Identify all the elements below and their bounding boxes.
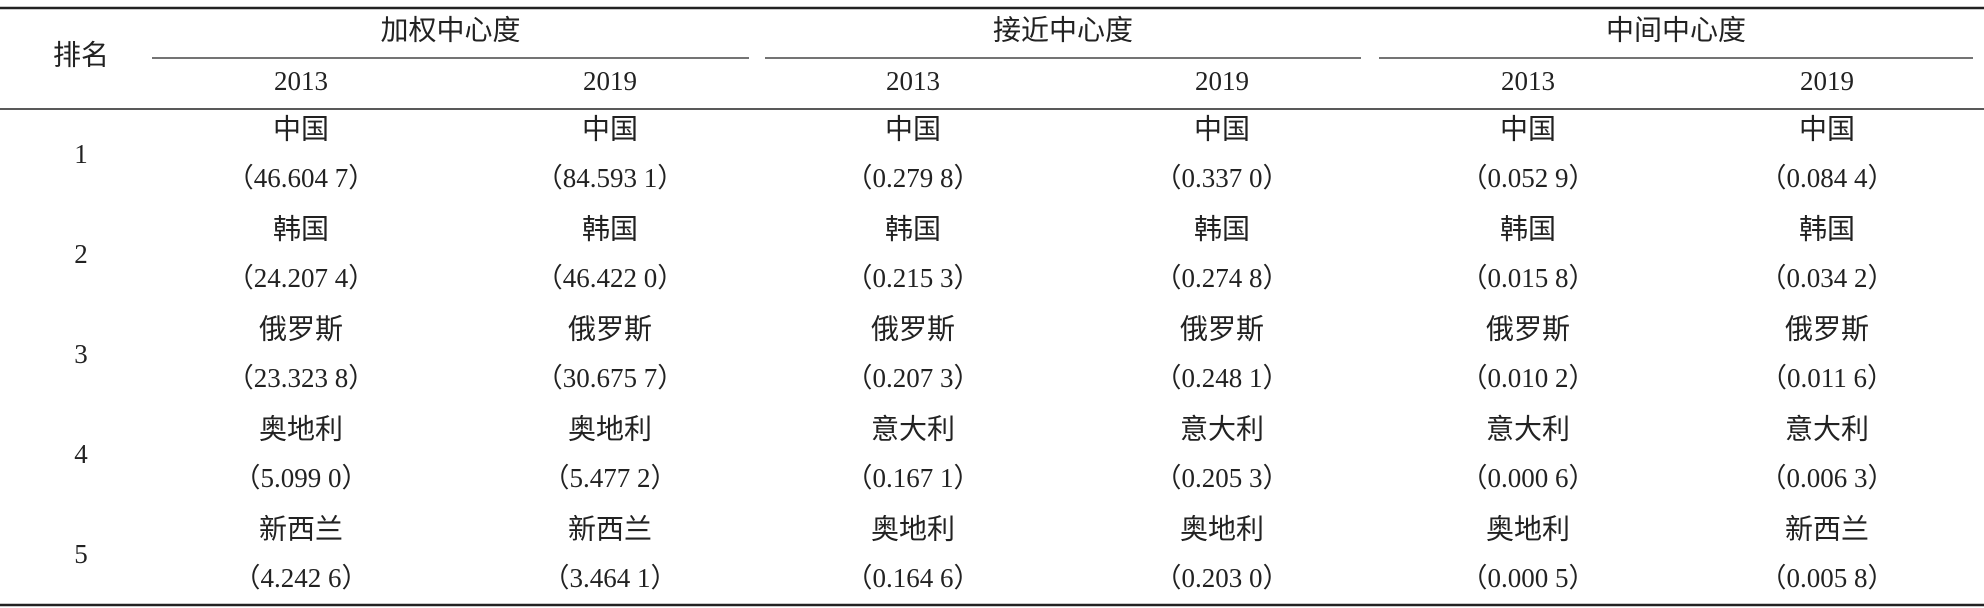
country-name: 中国 [1500, 113, 1556, 145]
country-name: 新西兰 [1785, 513, 1869, 545]
country-name: 中国 [885, 113, 941, 145]
country-name: 意大利 [1180, 413, 1264, 445]
country-name: 俄罗斯 [1785, 313, 1869, 345]
centrality-value: （0.207 3） [846, 363, 981, 393]
country-name: 中国 [1799, 113, 1855, 145]
centrality-value: （0.205 3） [1155, 463, 1290, 493]
country-name: 俄罗斯 [1486, 313, 1570, 345]
centrality-value: （0.279 8） [846, 163, 981, 193]
centrality-value: （30.675 7） [536, 363, 685, 393]
centrality-value: （4.242 6） [234, 563, 369, 593]
centrality-value: （3.464 1） [543, 563, 678, 593]
year-header: 2013 [1501, 66, 1555, 96]
centrality-value: （0.248 1） [1155, 363, 1290, 393]
country-name: 意大利 [1785, 413, 1869, 445]
country-name: 奥地利 [871, 513, 955, 545]
corner-header: 排名 [53, 39, 109, 71]
centrality-value: （0.215 3） [846, 263, 981, 293]
country-name: 韩国 [582, 213, 638, 245]
centrality-value: （0.006 3） [1760, 463, 1895, 493]
rank: 5 [74, 539, 88, 569]
country-name: 韩国 [273, 213, 329, 245]
centrality-value: （0.011 6） [1760, 363, 1894, 393]
country-name: 奥地利 [259, 413, 343, 445]
country-name: 韩国 [885, 213, 941, 245]
centrality-value: （0.010 2） [1461, 363, 1596, 393]
centrality-value: （0.203 0） [1155, 563, 1290, 593]
centrality-value: （5.099 0） [234, 463, 369, 493]
country-name: 意大利 [871, 413, 955, 445]
rank: 3 [74, 339, 88, 369]
group-header: 中间中心度 [1606, 14, 1746, 46]
country-name: 俄罗斯 [871, 313, 955, 345]
centrality-value: （0.164 6） [846, 563, 981, 593]
country-name: 中国 [273, 113, 329, 145]
centrality-value: （0.337 0） [1155, 163, 1290, 193]
year-header: 2019 [583, 66, 637, 96]
country-name: 奥地利 [1180, 513, 1264, 545]
country-name: 俄罗斯 [1180, 313, 1264, 345]
centrality-value: （0.274 8） [1155, 263, 1290, 293]
centrality-value: （0.084 4） [1760, 163, 1895, 193]
year-header: 2019 [1800, 66, 1854, 96]
country-name: 韩国 [1194, 213, 1250, 245]
centrality-value: （0.000 5） [1461, 563, 1596, 593]
centrality-value: （24.207 4） [227, 263, 376, 293]
centrality-value: （84.593 1） [536, 163, 685, 193]
centrality-value: （0.000 6） [1461, 463, 1596, 493]
centrality-value: （0.167 1） [846, 463, 981, 493]
centrality-value: （0.052 9） [1461, 163, 1596, 193]
country-name: 意大利 [1486, 413, 1570, 445]
year-header: 2019 [1195, 66, 1249, 96]
country-name: 韩国 [1500, 213, 1556, 245]
country-name: 俄罗斯 [259, 313, 343, 345]
country-name: 中国 [1194, 113, 1250, 145]
rank: 1 [74, 139, 88, 169]
centrality-value: （0.034 2） [1760, 263, 1895, 293]
country-name: 中国 [582, 113, 638, 145]
centrality-value: （0.015 8） [1461, 263, 1596, 293]
rank: 2 [74, 239, 88, 269]
rank: 4 [74, 439, 88, 469]
centrality-value: （0.005 8） [1760, 563, 1895, 593]
year-header: 2013 [274, 66, 328, 96]
country-name: 韩国 [1799, 213, 1855, 245]
group-header: 接近中心度 [993, 14, 1133, 46]
centrality-value: （5.477 2） [543, 463, 678, 493]
country-name: 新西兰 [568, 513, 652, 545]
centrality-value: （46.604 7） [227, 163, 376, 193]
centrality-value: （46.422 0） [536, 263, 685, 293]
group-header: 加权中心度 [380, 14, 520, 46]
country-name: 新西兰 [259, 513, 343, 545]
country-name: 奥地利 [1486, 513, 1570, 545]
country-name: 俄罗斯 [568, 313, 652, 345]
year-header: 2013 [886, 66, 940, 96]
centrality-value: （23.323 8） [227, 363, 376, 393]
country-name: 奥地利 [568, 413, 652, 445]
